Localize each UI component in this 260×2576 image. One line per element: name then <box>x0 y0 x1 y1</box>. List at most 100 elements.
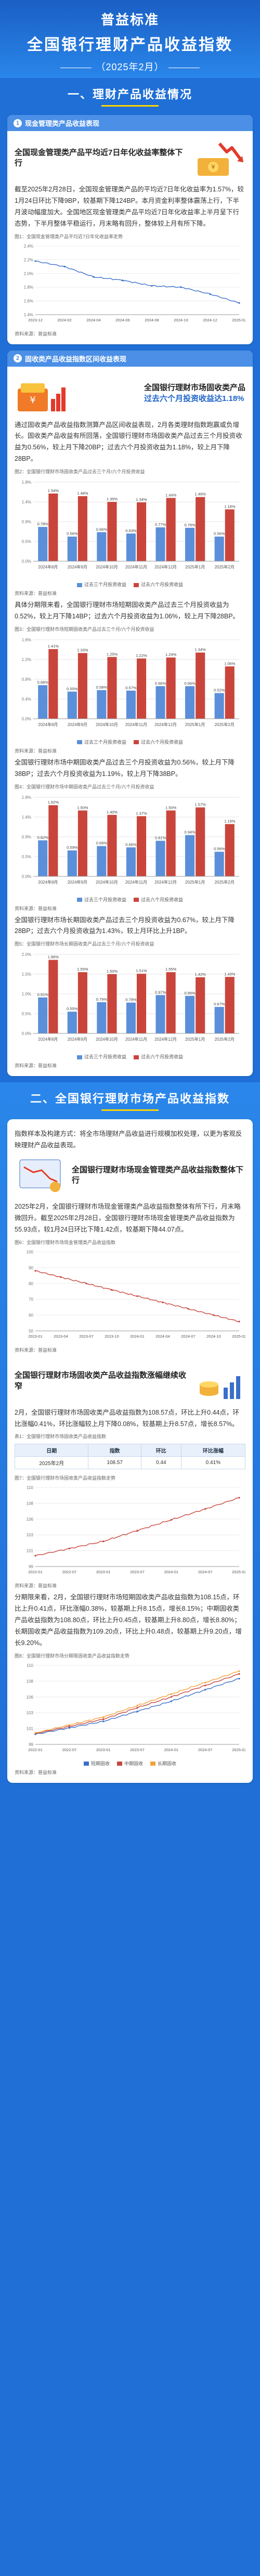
y-tick-label: 1.6% <box>22 638 31 642</box>
x-tick-label: 2024-02 <box>57 318 72 322</box>
table-cell: 0.44 <box>140 1456 181 1470</box>
legend-6m: 过去六个月投资收益 <box>134 1053 183 1060</box>
table-title: 表1：全国银行理财市场固收类产品收益指数 <box>15 1434 107 1440</box>
legend-3m: 过去三个月投资收益 <box>76 1053 126 1060</box>
table-cell: 0.41% <box>180 1456 246 1470</box>
cash-mgmt-card: 1 现金管理类产品收益表现 全国现金管理类产品平均近7日年化收益率整体下行 ¥ … <box>7 115 253 344</box>
bar <box>77 653 87 719</box>
data-point <box>151 284 153 287</box>
data-label: 0.59% <box>67 845 78 850</box>
bar <box>155 527 165 561</box>
table-header: 环比 <box>140 1444 181 1457</box>
x-tick-label: 2024年8月 <box>38 722 58 727</box>
hero-banner: 普益标准 全国银行理财产品收益指数 （2025年2月） <box>0 0 260 78</box>
bar <box>214 1007 224 1034</box>
legend-6m: 过去六个月投资收益 <box>134 581 183 588</box>
x-tick-label: 2024年11月 <box>125 1037 147 1042</box>
y-tick-label: 0.5% <box>22 1012 31 1016</box>
series-line <box>35 1671 240 1733</box>
bar <box>214 693 224 719</box>
y-tick-label: 1.0% <box>22 992 31 996</box>
x-tick-label: 2023-10 <box>105 1334 119 1339</box>
x-tick-label: 2024年12月 <box>154 564 177 569</box>
legend-label-6m: 过去六个月投资收益 <box>141 739 184 745</box>
data-point <box>68 1725 70 1727</box>
x-tick-label: 2024-04 <box>86 318 101 322</box>
index-table: 日期 指数 环比 环比涨幅 2025年2月 108.57 0.44 0.41% <box>14 1444 246 1470</box>
chart-title: 图1：全国现金管理类产品平均近7日年化收益率走势 <box>15 234 123 239</box>
x-tick-label: 2025-02 <box>232 1334 245 1339</box>
chart-7: 图7：全国银行理财市场固收类产品收益指数走势 99 101 103 106 108 110… <box>15 1474 245 1589</box>
y-tick-label: 50 <box>29 1329 33 1334</box>
table-row: 2025年2月 108.57 0.44 0.41% <box>14 1456 246 1470</box>
chart-title: 图2：全国银行理财市场固收类产品过去三个月/六个月投资收益 <box>15 469 145 474</box>
legend-3m: 过去三个月投资收益 <box>76 896 126 903</box>
bar <box>77 496 87 561</box>
data-point <box>170 1693 172 1695</box>
bar <box>126 690 136 719</box>
data-label: 0.52% <box>214 688 225 692</box>
paragraph: 截至2025年2月28日，全国现金管理类产品的平均近7日年化收益率为1.57%，… <box>15 186 244 227</box>
x-tick-label: 2024-07 <box>198 1570 213 1574</box>
data-label: 0.97% <box>155 990 166 995</box>
x-tick-label: 2025年1月 <box>185 722 205 727</box>
chart-4: 图4：全国银行理财市场中期固收类产品过去三个月/六个月投资收益 0.0% 0.5%… <box>15 783 245 912</box>
chart-title: 图7：全国银行理财市场固收类产品收益指数走势 <box>15 1475 116 1481</box>
bar <box>185 686 195 719</box>
table-cell: 2025年2月 <box>14 1456 89 1470</box>
chart-6: 图6：全国银行理财市场现金管理类产品收益指数 50 60 70 80 90 100 2023… <box>15 1239 245 1353</box>
y-tick-label: 100 <box>27 1250 34 1254</box>
bar <box>225 977 235 1034</box>
legend-swatch-3m <box>76 582 82 587</box>
data-label: 1.51% <box>136 968 147 973</box>
legend-label-3m: 过去三个月投资收益 <box>84 897 126 902</box>
x-tick-label: 2024-10 <box>174 318 188 322</box>
source-label: 资料来源：普益标准 <box>15 905 57 911</box>
data-label: 0.66% <box>155 681 166 685</box>
table-header: 环比涨幅 <box>180 1444 246 1457</box>
source-label: 资料来源：普益标准 <box>15 1347 57 1353</box>
legend-swatch-6m <box>134 898 139 902</box>
data-label: 1.37% <box>136 811 147 815</box>
series-line <box>35 1497 240 1557</box>
section-1-title-text: 一、理财产品收益情况 <box>67 88 192 101</box>
y-tick-label: 106 <box>27 1517 34 1522</box>
legend-label-long: 长期固收 <box>158 1761 177 1766</box>
data-label: 1.24% <box>165 652 177 657</box>
y-tick-label: 1.4% <box>24 313 33 317</box>
y-tick-label: 110 <box>27 1663 33 1668</box>
bar <box>126 847 136 876</box>
data-point <box>170 1519 172 1521</box>
index-chart-icon <box>15 1155 67 1196</box>
legend-swatch-3m <box>76 898 82 902</box>
chart-title: 图5：全国银行理财市场长期固收类产品过去三个月/六个月投资收益 <box>15 941 154 947</box>
bar <box>48 649 58 719</box>
x-tick-label: 2025年2月 <box>215 1037 235 1042</box>
chart-title: 图8：全国银行理财市场分期限固收类产品收益指数走势 <box>15 1653 130 1659</box>
x-tick-label: 2023-07 <box>130 1747 145 1752</box>
x-tick-label: 2024-01 <box>130 1334 145 1339</box>
coin-bars-icon <box>193 1361 245 1402</box>
y-tick-label: 108 <box>27 1501 34 1506</box>
legend-swatch-short <box>83 1762 89 1766</box>
source-label: 资料来源：普益标准 <box>15 331 57 336</box>
period-label: （2025年2月） <box>0 60 260 73</box>
bar <box>107 974 117 1034</box>
data-label: 1.54% <box>48 488 59 493</box>
bar <box>225 824 235 876</box>
data-label: 0.76% <box>184 523 196 527</box>
legend-label-3m: 过去三个月投资收益 <box>84 582 126 587</box>
data-label: 0.68% <box>37 680 49 684</box>
data-point <box>63 265 66 267</box>
data-label: 0.67% <box>214 1002 225 1006</box>
data-label: 0.82% <box>37 835 49 839</box>
section-2-title: 二、全国银行理财市场产品收益指数 <box>0 1082 260 1113</box>
legend-label-3m: 过去三个月投资收益 <box>84 1054 126 1060</box>
data-point <box>187 1308 189 1310</box>
x-tick-label: 2024年12月 <box>154 879 177 885</box>
section-underline <box>101 1109 159 1111</box>
section-1-title: 一、理财产品收益情况 <box>0 78 260 109</box>
bar <box>48 960 58 1034</box>
legend-swatch-3m <box>76 1055 82 1059</box>
data-point <box>238 1320 240 1323</box>
